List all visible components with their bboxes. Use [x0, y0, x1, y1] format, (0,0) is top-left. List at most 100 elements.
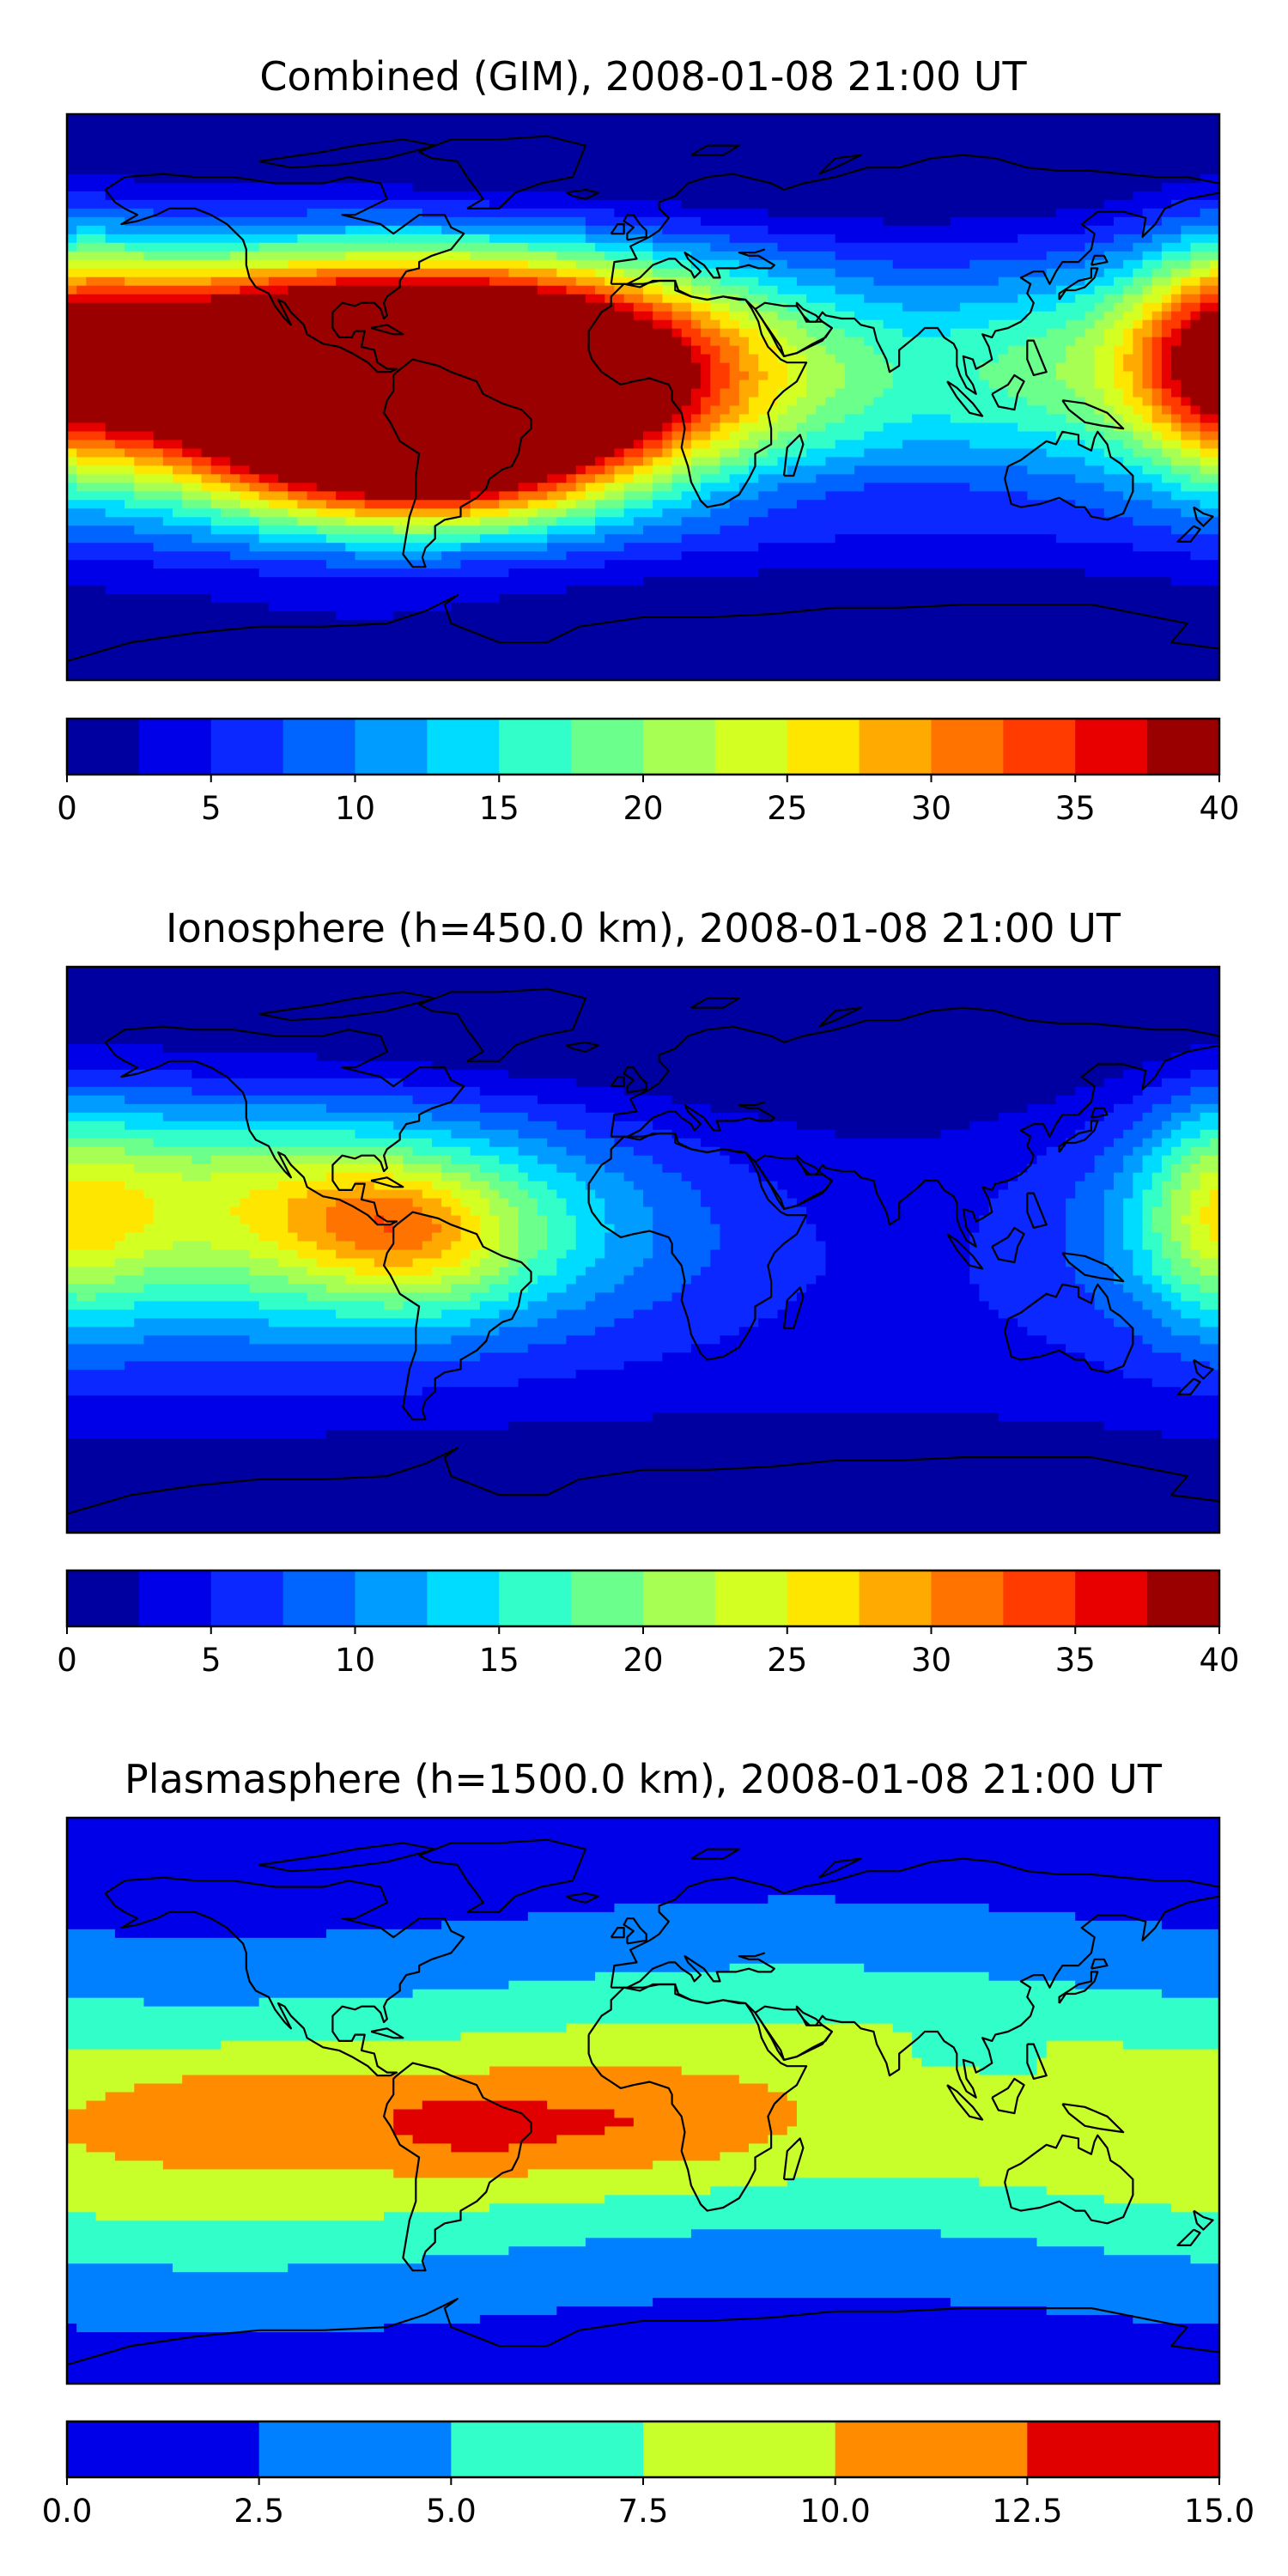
contour-cell	[67, 1129, 356, 1139]
contour-cell	[758, 380, 788, 390]
contour-cell	[460, 560, 605, 569]
contour-cell	[806, 448, 865, 458]
contour-cell	[738, 422, 769, 433]
contour-cell	[288, 2263, 1219, 2273]
contour-cell	[547, 1232, 577, 1242]
contour-cell	[1190, 1241, 1219, 1251]
contour-cell	[1084, 328, 1105, 338]
contour-cell	[67, 1344, 529, 1353]
colorbar-tick-label: 5	[201, 1642, 222, 1679]
contour-cell	[738, 362, 759, 373]
contour-cell	[1113, 371, 1133, 381]
contour-cell	[67, 1524, 1219, 1533]
contour-cell	[643, 457, 653, 466]
contour-cell	[844, 362, 894, 373]
contour-cell	[499, 1309, 557, 1319]
contour-cell	[816, 337, 865, 347]
contour-cell	[67, 2178, 788, 2187]
contour-cell	[1200, 465, 1219, 475]
contour-cell	[1161, 328, 1172, 338]
contour-cell	[230, 251, 346, 261]
contour-cell	[325, 1224, 385, 1234]
contour-cell	[738, 397, 750, 407]
contour-cell	[1181, 337, 1219, 347]
contour-cell	[1142, 1224, 1153, 1234]
contour-cell	[998, 1413, 1219, 1422]
contour-cell	[720, 397, 740, 407]
contour-cell	[720, 1146, 1048, 1157]
contour-cell	[1133, 371, 1144, 381]
coastline	[623, 214, 647, 241]
contour-cell	[681, 517, 750, 526]
contour-cell	[67, 1078, 404, 1088]
contour-cell	[1113, 234, 1153, 244]
contour-cell	[403, 1301, 481, 1310]
contour-cell	[1171, 526, 1219, 535]
contour-cell	[835, 268, 1048, 278]
contour-cell	[1133, 1327, 1172, 1336]
contour-cell	[1200, 276, 1219, 287]
contour-cell	[508, 1421, 1105, 1431]
contour-cell	[758, 1112, 999, 1122]
contour-cell	[162, 1112, 433, 1122]
contour-cell	[1161, 1241, 1182, 1251]
contour-cell	[67, 2341, 1219, 2350]
contour-cell	[835, 234, 1018, 244]
contour-cell	[288, 491, 308, 501]
contour-cell	[690, 465, 721, 475]
contour-cell	[1171, 465, 1201, 475]
contour-cell	[969, 1232, 1066, 1242]
contour-cell	[134, 1318, 270, 1327]
contour-cell	[633, 440, 644, 449]
contour-cell	[527, 1284, 568, 1294]
contour-cell	[67, 2212, 97, 2221]
contour-cell	[595, 268, 625, 278]
contour-cell	[623, 1172, 683, 1182]
contour-cell	[191, 1069, 510, 1079]
contour-cell	[806, 414, 846, 424]
contour-cell	[527, 259, 577, 270]
contour-cell	[614, 1224, 653, 1234]
contour-cell	[653, 1206, 711, 1217]
coastline	[754, 1154, 834, 1211]
contour-cell	[701, 474, 731, 483]
colorbar-tick-label: 0	[57, 1642, 77, 1679]
contour-cell	[1142, 465, 1172, 475]
contour-cell	[67, 1868, 1219, 1879]
contour-cell	[67, 2075, 183, 2085]
contour-cell	[787, 405, 817, 416]
contour-cell	[1103, 1241, 1124, 1251]
contour-cell	[1181, 285, 1201, 295]
contour-cell	[210, 465, 231, 475]
contour-cell	[1171, 1224, 1192, 1234]
contour-cell	[86, 276, 125, 287]
contour-cell	[614, 1138, 702, 1148]
contour-cell	[527, 1112, 616, 1122]
contour-cell	[412, 2135, 557, 2145]
contour-cell	[67, 2246, 510, 2256]
contour-cell	[1027, 397, 1086, 407]
contour-cell	[67, 156, 1219, 167]
colorbar-tick-label: 30	[911, 790, 951, 827]
contour-cell	[1123, 354, 1144, 364]
contour-cell	[1113, 216, 1163, 227]
contour-cell	[220, 474, 240, 483]
contour-cell	[1151, 345, 1163, 355]
contour-cell	[67, 551, 231, 561]
contour-cell	[1113, 345, 1133, 355]
coastline	[258, 991, 436, 1022]
contour-cell	[768, 371, 788, 381]
contour-cell	[67, 1937, 1219, 1947]
contour-cell	[499, 1327, 596, 1336]
contour-cell	[614, 259, 653, 270]
map-heatmap	[67, 967, 1219, 1533]
contour-cell	[633, 474, 653, 483]
coastline	[1026, 339, 1048, 376]
contour-cell	[240, 500, 270, 509]
contour-cell	[114, 1929, 327, 1939]
coastline	[1193, 2209, 1214, 2231]
contour-cell	[749, 251, 836, 261]
contour-cell	[690, 440, 711, 449]
contour-cell	[67, 1241, 116, 1251]
contour-cell	[1142, 380, 1153, 390]
